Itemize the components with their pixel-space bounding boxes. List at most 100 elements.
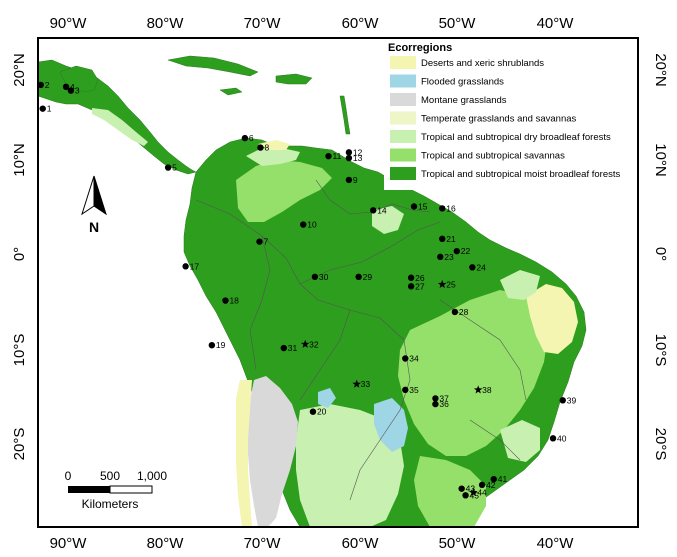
scale-bar: 0 500 1,000 Kilometers	[65, 469, 168, 511]
legend-swatch-deserts	[390, 56, 416, 69]
guiana-savanna	[372, 206, 404, 234]
site-marker-20	[309, 408, 317, 415]
legend-swatch-dry_forest	[390, 130, 416, 143]
site-label-21: 21	[446, 234, 456, 244]
country-borders	[195, 179, 527, 501]
site-marker-18	[222, 297, 229, 304]
top-tick-50w: 50°W	[439, 15, 477, 32]
site-label-9: 9	[353, 175, 358, 185]
legend-swatch-flooded	[390, 74, 416, 88]
site-label-12: 12	[353, 147, 363, 157]
site-marker-27	[407, 283, 415, 290]
legend-label-deserts: Deserts and xeric shrublands	[421, 58, 544, 69]
site-label-23: 23	[444, 252, 454, 262]
site-label-34: 34	[409, 354, 419, 364]
site-label-31: 31	[288, 343, 298, 353]
left-tick-20s: 20°S	[11, 428, 28, 461]
top-tick-70w: 70°W	[244, 15, 282, 32]
north-label: N	[89, 219, 99, 235]
site-marker-24	[469, 264, 476, 271]
top-tick-80w: 80°W	[147, 15, 185, 32]
site-label-2: 2	[45, 80, 50, 90]
north-arrow-right-half	[93, 175, 107, 216]
site-label-20: 20	[317, 407, 327, 417]
site-label-8: 8	[264, 143, 269, 153]
chaco-dry-forest	[296, 404, 404, 527]
site-marker-26	[407, 274, 415, 281]
site-label-37: 37	[439, 393, 449, 403]
site-marker-39	[559, 397, 566, 404]
site-label-27: 27	[415, 281, 425, 291]
site-marker-41	[490, 475, 497, 483]
right-tick-10n: 10°N	[652, 143, 669, 177]
right-tick-10s: 10°S	[652, 334, 669, 367]
left-tick-20n: 20°N	[11, 53, 28, 87]
llanos-savanna	[236, 160, 332, 222]
site-marker-2	[37, 81, 44, 89]
site-label-5: 5	[172, 163, 177, 173]
site-label-18: 18	[229, 296, 239, 306]
site-marker-43	[458, 485, 465, 492]
site-marker-35	[402, 386, 409, 394]
site-label-45: 45	[470, 490, 480, 500]
site-marker-9	[345, 176, 353, 184]
site-marker-14	[370, 207, 377, 214]
scale-label-500: 500	[100, 469, 120, 483]
left-tick-0: 0°	[11, 247, 28, 261]
site-marker-38	[473, 385, 483, 394]
site-label-17: 17	[190, 261, 200, 271]
site-marker-19	[208, 342, 216, 349]
site-label-14: 14	[377, 205, 387, 215]
caribbean-dry-forest	[246, 148, 300, 166]
site-marker-30	[311, 273, 319, 280]
top-tick-40w: 40°W	[537, 15, 575, 32]
legend-label-flooded: Flooded grasslands	[421, 77, 504, 88]
site-marker-23	[437, 253, 444, 261]
legend-title: Ecorregions	[388, 42, 452, 54]
site-marker-4	[62, 83, 70, 91]
site-marker-10	[300, 221, 307, 228]
bottom-tick-80w: 80°W	[147, 535, 185, 552]
site-label-30: 30	[319, 272, 329, 282]
site-label-28: 28	[459, 307, 469, 317]
site-label-39: 39	[567, 395, 577, 405]
atacama-desert	[236, 380, 252, 527]
cerrado-savanna	[398, 290, 548, 456]
site-label-4: 4	[70, 82, 75, 92]
map-border	[37, 37, 639, 528]
scale-label-0: 0	[65, 469, 72, 483]
site-marker-34	[402, 355, 409, 362]
site-marker-17	[182, 263, 189, 270]
site-label-29: 29	[363, 272, 373, 282]
legend-label-moist_forest: Tropical and subtropical moist broadleaf…	[421, 169, 620, 180]
site-label-35: 35	[409, 385, 419, 395]
legend-swatch-savanna	[390, 148, 416, 162]
legend-label-dry_forest: Tropical and subtropical dry broadleaf f…	[421, 132, 611, 143]
legend-swatch-moist_forest	[390, 167, 416, 180]
site-marker-3	[67, 87, 75, 94]
caatinga-xeric	[526, 284, 578, 354]
site-marker-36	[432, 400, 439, 408]
site-marker-45	[462, 492, 469, 499]
legend: Ecorregions Deserts and xeric shrublands…	[384, 40, 636, 190]
site-marker-42	[478, 481, 486, 489]
site-label-32: 32	[309, 339, 319, 349]
site-marker-1	[39, 105, 46, 112]
lesser-antilles	[339, 95, 351, 135]
site-label-33: 33	[361, 379, 371, 389]
site-marker-25	[437, 279, 447, 288]
site-marker-16	[439, 205, 446, 212]
site-marker-32	[300, 339, 310, 348]
site-label-40: 40	[557, 433, 567, 443]
site-label-24: 24	[476, 262, 486, 272]
atlantic-dry-forest	[500, 420, 540, 462]
top-tick-90w: 90°W	[50, 15, 88, 32]
caribbean-xeric	[258, 140, 290, 150]
site-marker-21	[439, 235, 446, 242]
scale-unit: Kilometers	[82, 497, 139, 511]
scale-label-1000: 1,000	[137, 469, 167, 483]
site-label-1: 1	[47, 104, 52, 114]
site-marker-28	[451, 308, 459, 316]
